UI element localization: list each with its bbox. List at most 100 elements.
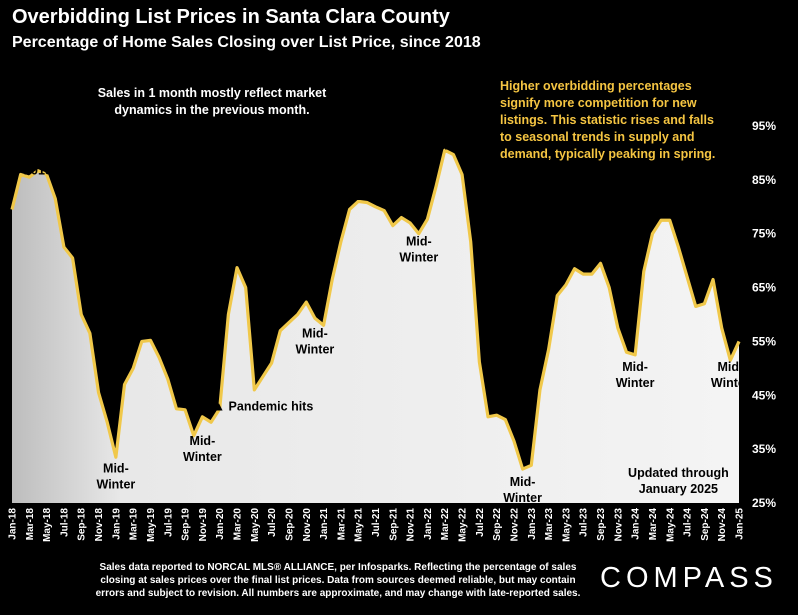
callout-line: signify more competition for new [500,96,697,110]
y-tick-label: 75% [752,227,776,241]
x-tick-label: Mar-23 [544,508,555,541]
annotation-line: Winter [183,450,222,464]
callout-line: demand, typically peaking in spring. [500,147,715,161]
annotation: ▲ Pandemic hits [213,399,314,413]
annotation-line: 2022 [431,139,459,153]
x-tick-label: Mar-22 [440,508,451,541]
x-tick-label: Jul-19 [163,508,174,537]
x-tick-label: Sep-18 [77,508,88,541]
x-tick-label: Nov-18 [94,508,105,542]
y-tick-label: 85% [752,173,776,187]
x-tick-label: Sep-24 [700,508,711,541]
annotation: Mid- Winter [711,360,750,390]
annotation-line: March [426,123,463,137]
footnote-line: errors and subject to revision. All numb… [95,588,581,599]
x-tick-label: Jan-24 [631,508,642,540]
chart-subtitle: Percentage of Home Sales Closing over Li… [12,34,481,51]
x-tick-label: Mar-24 [648,508,659,541]
x-tick-label: Jan-22 [423,508,434,540]
x-tick-label: Jan-19 [111,508,122,540]
annotation: Spring 2019 [131,312,171,342]
x-tick-label: May-23 [561,508,572,542]
annotation-line: Updated through [628,466,729,480]
x-tick-label: May-21 [354,508,365,542]
annotation-line: Mid- [302,327,328,341]
x-tick-label: Jul-22 [475,508,486,537]
annotation: Mid- Winter [616,360,655,390]
x-tick-label: Jul-21 [371,508,382,537]
chart-title: Overbidding List Prices in Santa Clara C… [12,6,450,28]
annotation-line: Winter [503,491,542,505]
annotation-line: Winter [399,251,438,265]
annotation-line: Mid- [717,360,743,374]
annotation-line: Spring [131,312,171,326]
annotation: Mid- Winter [97,461,136,491]
annotation-line: January 2025 [639,482,718,496]
x-tick-label: Jul-20 [267,508,278,537]
x-tick-label: Jan-18 [8,508,19,540]
annotation-line: Mid- [510,475,536,489]
annotation-line: 2024 [647,204,675,218]
annotation-line: Winter [616,376,655,390]
x-tick-label: Jan-23 [527,508,538,540]
x-tick-label: Sep-23 [596,508,607,541]
annotation-line: Winter [97,477,136,491]
annotation-line: Mid- [622,360,648,374]
x-tick-label: May-20 [250,508,261,542]
x-tick-label: Sep-22 [492,508,503,541]
x-tick-label: Jul-18 [59,508,70,537]
annotation-line: Spring [641,188,681,202]
annotation-line: Spring [18,147,58,161]
footnote-line: closing at sales prices over the final l… [100,575,576,586]
annotation: Mid- Winter [399,235,438,265]
annotation: March 2022 [426,123,463,153]
annotation: More overbidding ▲ [90,203,211,217]
x-tick-label: May-22 [458,508,469,542]
x-tick-label: Mar-19 [129,508,140,541]
x-tick-label: Sep-21 [388,508,399,541]
callout-text: Higher overbidding percentages signify mo… [500,79,715,161]
annotation-line: 2018 [24,163,52,177]
compass-logo: COMPASS [600,562,778,594]
x-tick-label: Jul-24 [683,508,694,537]
y-tick-label: 45% [752,388,776,402]
y-tick-label: 65% [752,281,776,295]
x-tick-label: May-19 [146,508,157,542]
callout-line: to seasonal trends in supply and [500,130,694,144]
annotation: Spring 2018 [18,147,58,177]
x-tick-label: Nov-24 [717,508,728,542]
annotation: Mid- Winter [183,434,222,464]
x-tick-label: Jul-23 [579,508,590,537]
annotation-line: More overbidding ▲ [90,203,211,217]
annotation: Updated through January 2025 [628,466,729,496]
area-fill [12,150,739,504]
annotation-line: Mid- [406,235,432,249]
annotation: June-Sept. 2023 [551,236,615,266]
y-tick-label: 25% [752,496,776,510]
source-footnote: Sales data reported to NORCAL MLS® ALLIA… [88,561,588,600]
x-tick-label: Mar-20 [233,508,244,541]
x-tick-label: Nov-21 [406,508,417,542]
x-tick-label: May-24 [665,508,676,542]
x-tick-label: Jan-25 [735,508,746,540]
callout-line: Higher overbidding percentages [500,79,692,93]
x-tick-label: Sep-20 [285,508,296,541]
x-tick-label: Nov-20 [302,508,313,542]
annotation-line: 2023 [569,252,597,266]
y-tick-label: 35% [752,442,776,456]
annotation: Mid- Winter [296,327,335,357]
note-line: Sales in 1 month mostly reflect market [98,86,327,100]
annotation: Spring 2021 [330,173,370,203]
annotation-line: Spring [330,173,370,187]
annotation-line: 2021 [336,189,364,203]
callout-line: listings. This statistic rises and falls [500,113,714,127]
annotation-line: June-Sept. [551,236,615,250]
annotation-line: Mid- [190,434,216,448]
annotation-line: ▲ Pandemic hits [213,399,314,413]
x-tick-label: May-18 [42,508,53,542]
x-tick-label: Mar-21 [336,508,347,541]
x-tick-label: Nov-19 [198,508,209,542]
lag-note: Sales in 1 month mostly reflect market dy… [98,86,327,117]
annotation: Mid- Winter [503,475,542,505]
y-tick-label: 95% [752,119,776,133]
